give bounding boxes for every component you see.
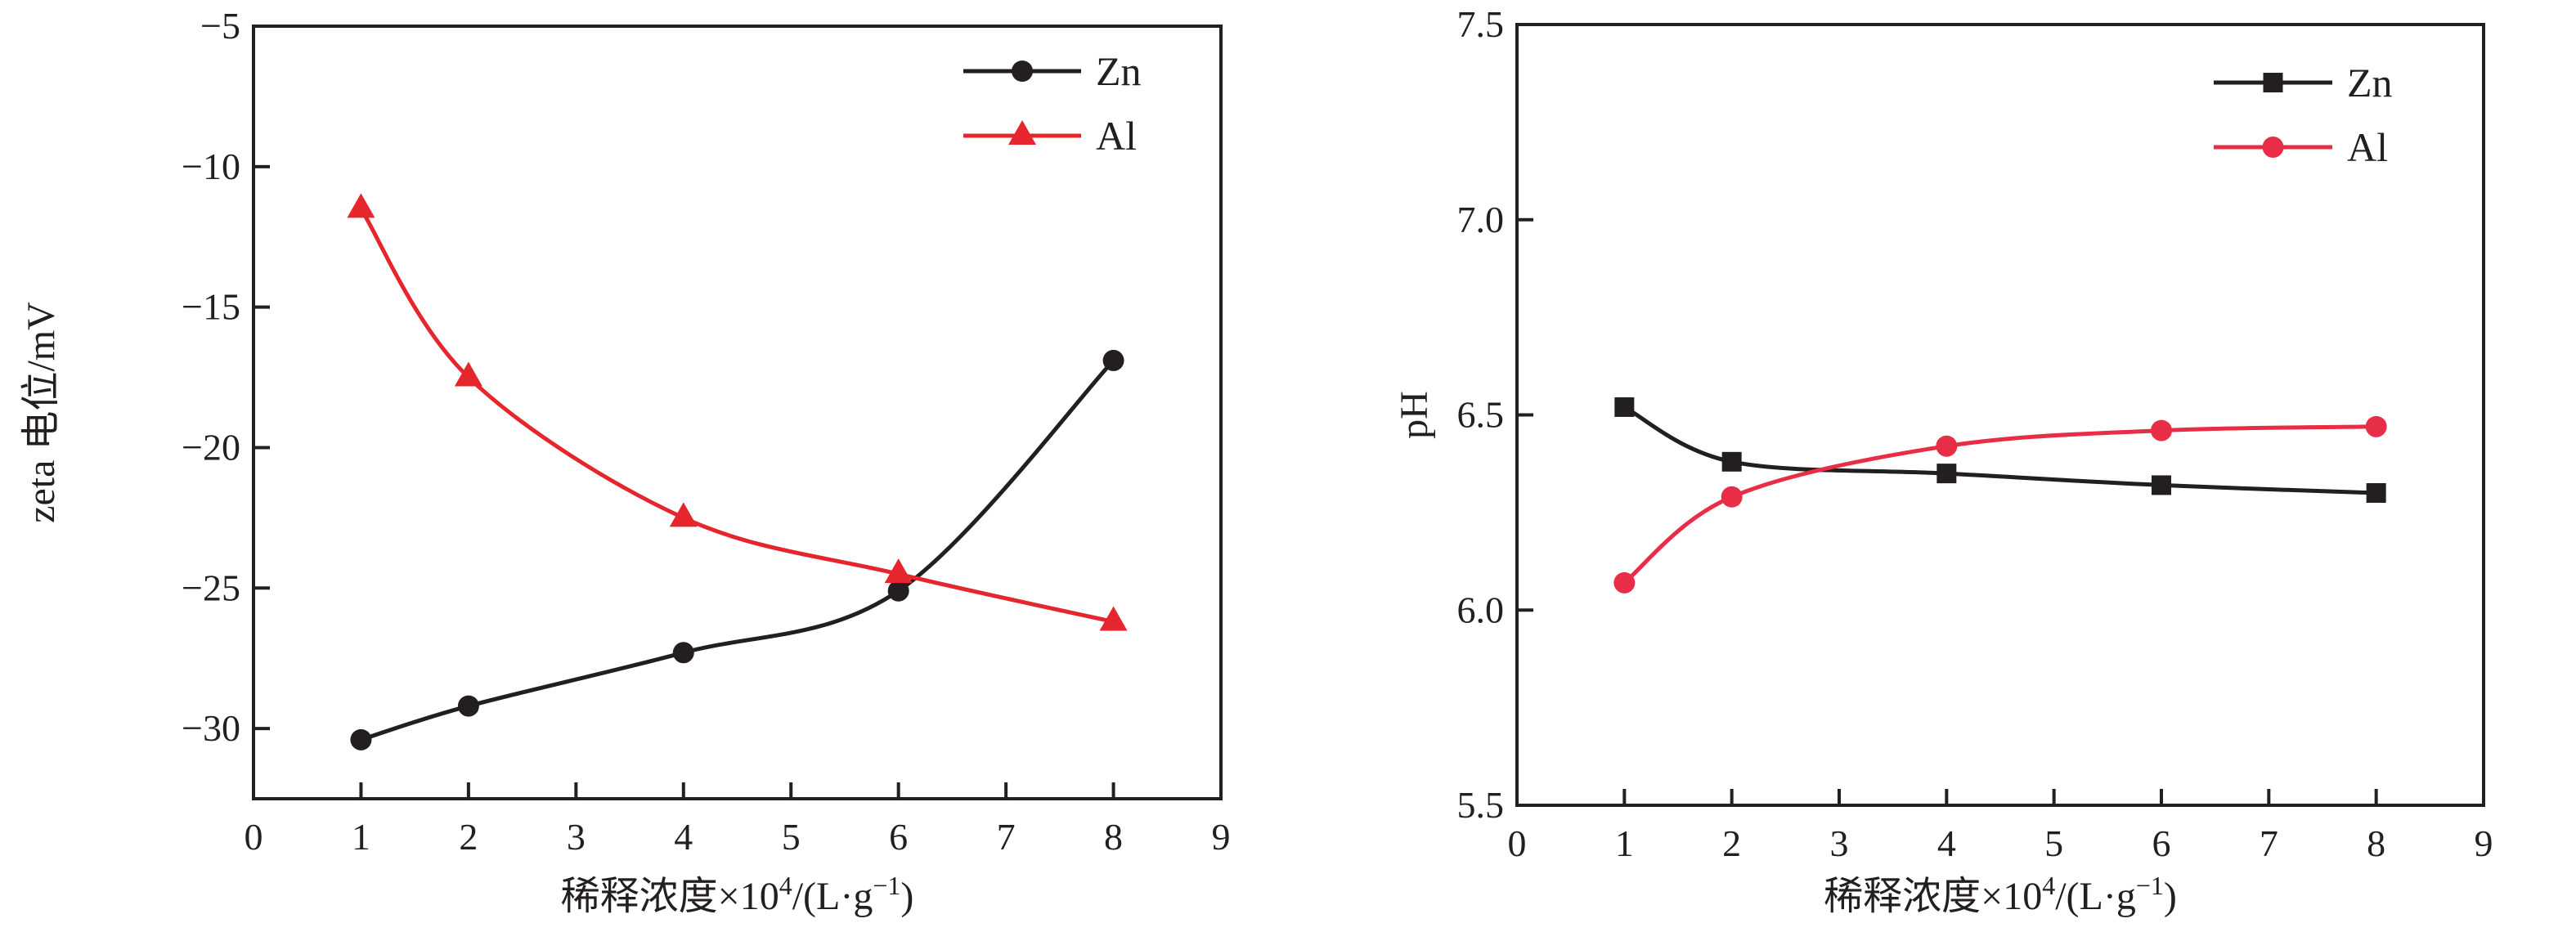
al-circle-marker — [1613, 571, 1636, 594]
al-circle-marker — [2262, 137, 2284, 158]
legend-label-zn: Zn — [2347, 60, 2393, 105]
legend-label-al: Al — [1096, 113, 1137, 159]
al-triangle-marker — [1008, 120, 1036, 145]
x-axis-tick-label: 4 — [674, 816, 693, 858]
zn-circle-marker — [457, 695, 479, 717]
right-panel-ph-chart: 0 1 2 3 4 5 6 7 8 9 5.5 6.0 6.5 7.0 7.5 Zn Al 稀释浓度×104​/(… — [1288, 0, 2576, 932]
x-axis-tick-label: 7 — [2260, 822, 2278, 864]
x-axis-tick-label: 7 — [997, 816, 1016, 858]
zn-circle-marker — [672, 642, 694, 664]
zn-square-marker — [2263, 73, 2283, 92]
x-axis-tick-label: 3 — [1830, 822, 1849, 864]
zn-circle-marker — [1102, 349, 1124, 371]
x-axis-tick-label: 0 — [245, 816, 263, 858]
x-axis-tick-label: 1 — [352, 816, 370, 858]
x-axis-tick-label: 6 — [2152, 822, 2171, 864]
zn-circle-marker — [1012, 60, 1033, 82]
zn-series-line — [360, 359, 1115, 742]
x-axis-tick-label: 5 — [782, 816, 801, 858]
y-axis-tick-label: 6.0 — [1457, 589, 1505, 630]
x-axis-tick-label: 9 — [1212, 816, 1231, 858]
al-circle-marker — [2365, 415, 2387, 437]
plot-frame — [1515, 23, 2485, 807]
legend-label-al: Al — [2347, 124, 2388, 170]
x-axis-title: 稀释浓度×104​/(L·g−1​) — [561, 871, 914, 918]
al-circle-marker — [1721, 486, 1743, 508]
x-axis-tick-label: 4 — [1937, 822, 1956, 864]
zn-square-marker — [1721, 451, 1742, 472]
zn-circle-marker — [887, 580, 909, 602]
ph-chart: 0 1 2 3 4 5 6 7 8 9 5.5 6.0 6.5 7.0 7.5 Zn Al 稀释浓度×104​/(… — [1393, 3, 2493, 918]
y-axis-tick-label: −10 — [182, 146, 240, 187]
x-axis-tick-label: 8 — [1104, 816, 1123, 858]
y-axis-title: zeta 电位/mV — [20, 302, 63, 523]
legend-label-zn: Zn — [1096, 48, 1142, 94]
x-axis-tick-label: 6 — [889, 816, 908, 858]
x-axis-title: 稀释浓度×104​/(L·g−1​) — [1824, 871, 2177, 918]
x-axis-tick-label: 2 — [1722, 822, 1741, 864]
y-axis-tick-label: 7.5 — [1457, 3, 1505, 45]
al-triangle-marker — [1099, 606, 1128, 631]
y-axis-tick-label: 6.5 — [1457, 394, 1505, 436]
x-axis-tick-label: 9 — [2475, 822, 2493, 864]
y-axis-tick-label: 7.0 — [1457, 199, 1505, 240]
x-axis-tick-label: 3 — [567, 816, 586, 858]
al-series-line — [359, 208, 1115, 624]
zn-square-marker — [2366, 483, 2386, 503]
zn-series-line — [1623, 405, 2376, 495]
al-triangle-marker — [669, 502, 698, 527]
left-panel-zeta-chart: 0 1 2 3 4 5 6 7 8 9 −5 −10 −15 −20 −25 −30 Zn Al 稀释浓度×104​… — [20, 5, 1231, 918]
y-axis-tick-label: −5 — [200, 5, 240, 47]
y-axis-tick-label: −30 — [182, 707, 240, 749]
plot-frame — [252, 25, 1223, 800]
zeta-potential-chart: 0 1 2 3 4 5 6 7 8 9 −5 −10 −15 −20 −25 −30 Zn Al 稀释浓度×104​… — [20, 5, 1231, 918]
al-circle-marker — [2151, 419, 2172, 441]
x-axis-tick-label: 5 — [2044, 822, 2063, 864]
y-axis-tick-label: 5.5 — [1457, 784, 1505, 826]
y-axis-tick-label: −15 — [182, 286, 240, 328]
al-triangle-marker — [454, 361, 482, 387]
zn-circle-marker — [350, 728, 372, 751]
x-axis-tick-label: 2 — [459, 816, 478, 858]
y-axis-tick-label: −25 — [182, 567, 240, 608]
y-axis-tick-label: −20 — [182, 426, 240, 468]
zn-square-marker — [1936, 464, 1957, 484]
x-axis-tick-label: 8 — [2367, 822, 2385, 864]
x-axis-tick-label: 1 — [1615, 822, 1634, 864]
al-triangle-marker — [347, 193, 375, 218]
al-triangle-marker — [884, 558, 913, 584]
al-circle-marker — [1936, 435, 1958, 457]
zn-square-marker — [1614, 397, 1635, 417]
y-axis-title: pH — [1393, 391, 1436, 439]
zn-square-marker — [2152, 475, 2171, 495]
x-axis-tick-label: 0 — [1508, 822, 1527, 864]
